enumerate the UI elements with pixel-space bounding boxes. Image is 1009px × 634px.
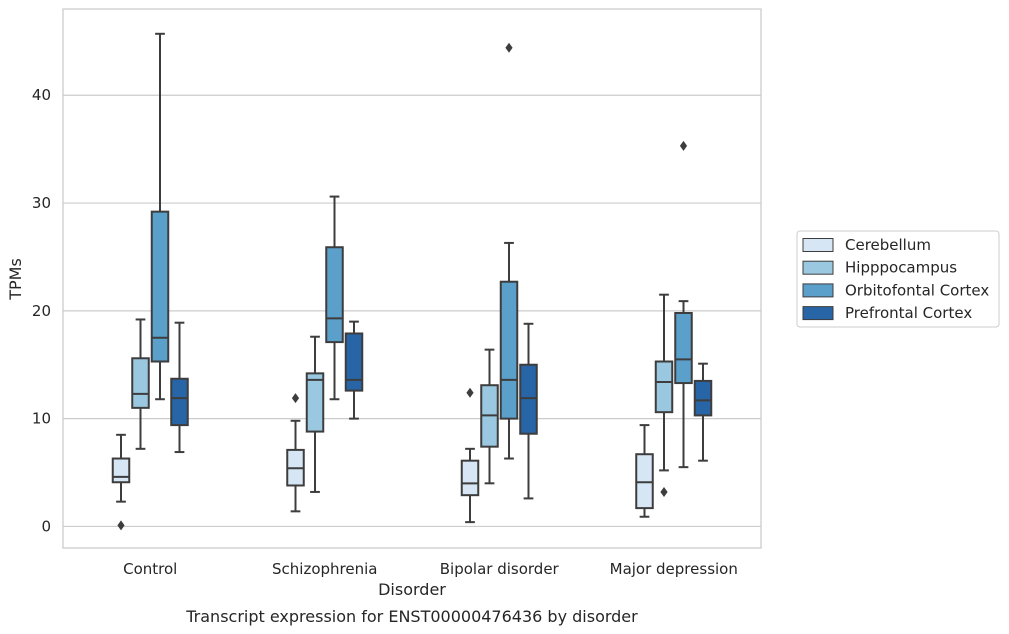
box-group [460,387,480,524]
x-tick-label: Bipolar disorder [440,560,560,578]
box-group [344,320,364,420]
outlier-point [505,42,513,53]
legend-swatch [802,306,834,321]
x-tick-label: Schizophrenia [272,560,377,578]
y-tick-label: 10 [32,410,51,428]
box-group [150,32,170,401]
y-axis-title: TPMs [6,258,25,301]
box-group [480,348,499,485]
y-tick-label: 20 [32,302,51,320]
box-group [131,318,150,450]
box-group [325,195,344,401]
box-group [674,140,693,469]
x-tick-label: Major depression [610,560,738,578]
boxes [111,32,713,531]
box [131,357,150,409]
box-group [499,42,519,460]
box-group [170,321,189,454]
box-group [286,393,305,513]
box [693,379,713,417]
box-group [654,293,674,497]
box [674,311,693,385]
chart-caption: Transcript expression for ENST0000047643… [185,607,638,626]
box [460,459,480,497]
x-tick-label: Control [123,560,177,578]
y-tick-label: 40 [32,86,51,104]
box-group [519,322,538,500]
x-tick-labels: Control Schizophrenia Bipolar disorder Majo… [123,560,738,578]
box [344,332,364,392]
legend: Cerebellum Hipppocampus Orbitofontal Corte… [796,230,1000,328]
outlier-point [466,387,474,398]
y-tick-labels: 0 10 20 30 40 [32,86,51,535]
box [325,246,344,344]
box [635,453,654,510]
legend-swatch [802,260,834,275]
legend-swatch [802,238,834,252]
legend-label: Prefrontal Cortex [845,304,972,322]
plot-frame [62,8,762,549]
legend-label: Hipppocampus [845,259,957,277]
legend-label: Orbitofontal Cortex [845,281,989,299]
box [150,210,170,363]
box [499,280,519,420]
box [305,372,325,433]
y-tick-label: 30 [32,194,51,212]
outlier-point [117,520,125,531]
box [519,363,538,435]
legend-label: Cerebellum [845,236,931,254]
outlier-point [660,486,668,497]
outlier-point [291,393,300,404]
y-tick-label: 0 [41,517,51,535]
box [654,360,674,414]
outlier-point [679,140,688,151]
box [111,457,131,484]
legend-swatch [802,283,834,298]
box-group [693,362,713,462]
box [170,377,189,427]
box-group [635,424,654,518]
box-group [111,433,131,531]
x-axis-title: Disorder [378,580,446,599]
legend-frame [796,230,1000,328]
box-group [305,335,325,493]
